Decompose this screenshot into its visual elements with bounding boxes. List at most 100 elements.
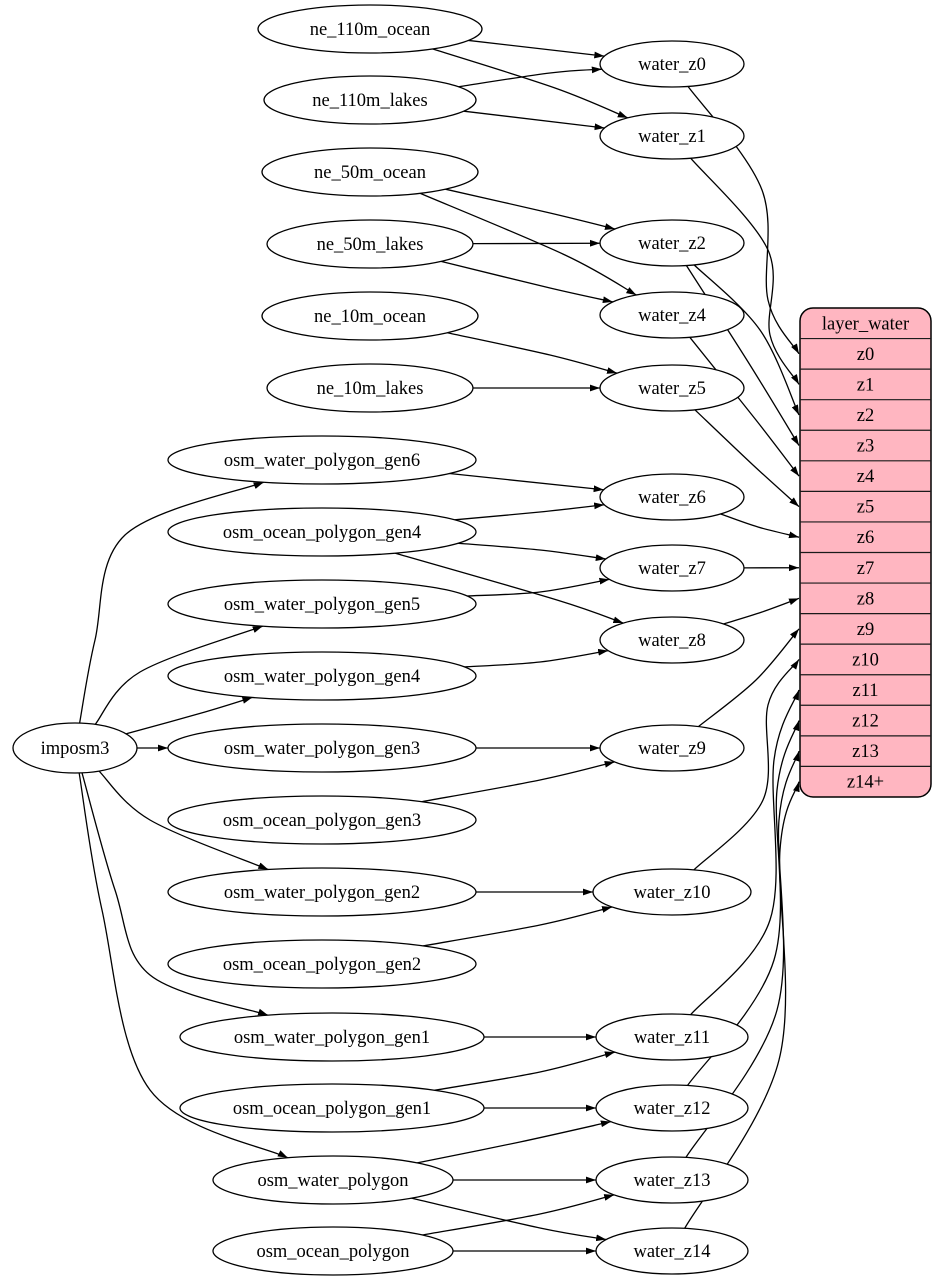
node-ellipse-osm_ocean_polygon_gen1 bbox=[179, 1083, 485, 1133]
node-label-water_z9: water_z9 bbox=[638, 739, 706, 759]
edge-osm_ocean_polygon_gen4-to-water_z6 bbox=[454, 502, 605, 521]
edge-osm_ocean_polygon_gen2-to-water_z10 bbox=[423, 906, 613, 947]
node-label-water_z7: water_z7 bbox=[638, 559, 706, 579]
node-ellipse-osm_water_polygon_gen6 bbox=[167, 435, 477, 485]
edge-osm_ocean_polygon_gen4-to-water_z8 bbox=[394, 552, 624, 624]
node-label-ne_50m_lakes: ne_50m_lakes bbox=[317, 235, 424, 255]
node-ellipse-osm_ocean_polygon_gen2 bbox=[167, 939, 477, 989]
node-osm_water_polygon: osm_water_polygon bbox=[212, 1155, 454, 1205]
edge-imposm3-to-osm_water_polygon_gen5 bbox=[94, 625, 263, 725]
table-row-z14+: z14+ bbox=[847, 773, 884, 793]
node-water_z4: water_z4 bbox=[599, 291, 745, 339]
edge-osm_ocean_polygon_gen3-to-water_z9 bbox=[421, 760, 615, 803]
node-label-osm_water_polygon_gen5: osm_water_polygon_gen5 bbox=[224, 595, 420, 615]
node-label-ne_110m_ocean: ne_110m_ocean bbox=[310, 20, 431, 40]
node-water_z12: water_z12 bbox=[595, 1084, 749, 1132]
node-ellipse-ne_50m_ocean bbox=[261, 147, 479, 197]
node-label-water_z5: water_z5 bbox=[638, 379, 706, 399]
node-label-osm_water_polygon_gen6: osm_water_polygon_gen6 bbox=[224, 451, 420, 471]
node-ellipse-osm_water_polygon_gen3 bbox=[167, 723, 477, 773]
node-ellipse-water_z1 bbox=[599, 112, 745, 160]
table-row-z7: z7 bbox=[857, 559, 874, 579]
edge-osm_water_polygon-to-water_z14 bbox=[411, 1197, 607, 1242]
table-row-z10: z10 bbox=[852, 650, 879, 670]
edge-imposm3-to-osm_water_polygon bbox=[78, 772, 289, 1159]
node-ellipse-water_z8 bbox=[599, 616, 745, 664]
table-header-layer-water: layer_water bbox=[822, 314, 909, 334]
table-row-z13: z13 bbox=[852, 742, 879, 762]
node-water_z1: water_z1 bbox=[599, 112, 745, 160]
node-label-water_z4: water_z4 bbox=[638, 306, 706, 326]
node-label-osm_ocean_polygon_gen1: osm_ocean_polygon_gen1 bbox=[233, 1099, 431, 1119]
table-row-z9: z9 bbox=[857, 620, 874, 640]
table-row-z4: z4 bbox=[857, 467, 874, 487]
table-row-z5: z5 bbox=[857, 498, 874, 518]
node-label-water_z13: water_z13 bbox=[633, 1171, 710, 1191]
edges-layer bbox=[78, 39, 800, 1255]
node-osm_ocean_polygon_gen2: osm_ocean_polygon_gen2 bbox=[167, 939, 477, 989]
node-osm_water_polygon_gen2: osm_water_polygon_gen2 bbox=[167, 867, 477, 917]
node-ellipse-osm_ocean_polygon bbox=[212, 1226, 454, 1276]
node-label-ne_10m_lakes: ne_10m_lakes bbox=[317, 379, 424, 399]
node-ellipse-ne_110m_ocean bbox=[257, 4, 483, 54]
edge-ne_50m_ocean-to-water_z4 bbox=[419, 192, 637, 296]
node-label-osm_water_polygon_gen3: osm_water_polygon_gen3 bbox=[224, 739, 420, 759]
node-ellipse-osm_water_polygon_gen1 bbox=[179, 1012, 485, 1062]
node-ne_10m_ocean: ne_10m_ocean bbox=[261, 291, 479, 341]
edge-osm_ocean_polygon_gen1-to-water_z11 bbox=[434, 1051, 616, 1091]
node-osm_ocean_polygon: osm_ocean_polygon bbox=[212, 1226, 454, 1276]
node-water_z7: water_z7 bbox=[599, 544, 745, 592]
node-ellipse-water_z14 bbox=[595, 1227, 749, 1275]
node-ellipse-ne_10m_ocean bbox=[261, 291, 479, 341]
node-ellipse-water_z4 bbox=[599, 291, 745, 339]
node-ellipse-water_z10 bbox=[592, 868, 752, 916]
node-ne_110m_lakes: ne_110m_lakes bbox=[263, 75, 477, 125]
node-ellipse-water_z13 bbox=[595, 1156, 749, 1204]
node-ellipse-water_z5 bbox=[599, 364, 745, 412]
edge-water_z2-to-row-z2 bbox=[693, 264, 800, 416]
node-ellipse-osm_ocean_polygon_gen3 bbox=[167, 795, 477, 845]
node-label-water_z12: water_z12 bbox=[633, 1099, 710, 1119]
node-ellipse-water_z12 bbox=[595, 1084, 749, 1132]
node-water_z11: water_z11 bbox=[595, 1013, 749, 1061]
edge-ne_110m_ocean-to-water_z1 bbox=[432, 48, 629, 119]
table-row-z2: z2 bbox=[857, 406, 874, 426]
node-ne_110m_ocean: ne_110m_ocean bbox=[257, 4, 483, 54]
node-water_z13: water_z13 bbox=[595, 1156, 749, 1204]
node-label-imposm3: imposm3 bbox=[41, 739, 110, 759]
edge-water_z6-to-row-z6 bbox=[720, 513, 800, 539]
node-label-osm_ocean_polygon_gen4: osm_ocean_polygon_gen4 bbox=[223, 523, 421, 543]
node-osm_ocean_polygon_gen4: osm_ocean_polygon_gen4 bbox=[167, 507, 477, 557]
node-label-osm_water_polygon_gen1: osm_water_polygon_gen1 bbox=[234, 1028, 430, 1048]
node-water_z10: water_z10 bbox=[592, 868, 752, 916]
node-label-osm_ocean_polygon_gen2: osm_ocean_polygon_gen2 bbox=[223, 955, 421, 975]
node-label-water_z8: water_z8 bbox=[638, 631, 706, 651]
edge-osm_ocean_polygon-to-water_z13 bbox=[422, 1194, 615, 1236]
edge-water_z1-to-row-z1 bbox=[690, 157, 800, 385]
node-osm_water_polygon_gen4: osm_water_polygon_gen4 bbox=[167, 651, 477, 701]
node-ellipse-ne_50m_lakes bbox=[266, 219, 474, 269]
node-label-water_z2: water_z2 bbox=[638, 234, 706, 254]
table-row-z3: z3 bbox=[857, 437, 874, 457]
edge-osm_ocean_polygon_gen4-to-water_z7 bbox=[458, 542, 606, 561]
node-ellipse-osm_water_polygon bbox=[212, 1155, 454, 1205]
edge-water_z11-to-row-z11 bbox=[690, 689, 800, 1016]
edge-ne_50m_lakes-to-water_z4 bbox=[440, 260, 613, 304]
node-ne_10m_lakes: ne_10m_lakes bbox=[266, 363, 474, 413]
edge-water_z10-to-row-z10 bbox=[693, 659, 800, 871]
node-label-osm_water_polygon_gen4: osm_water_polygon_gen4 bbox=[224, 667, 420, 687]
node-water_z5: water_z5 bbox=[599, 364, 745, 412]
node-ne_50m_lakes: ne_50m_lakes bbox=[266, 219, 474, 269]
edge-water_z9-to-row-z9 bbox=[698, 628, 800, 728]
node-ellipse-imposm3 bbox=[12, 722, 138, 774]
edge-osm_water_polygon-to-water_z12 bbox=[417, 1120, 612, 1164]
layer-water-table: layer_water z0 z1 z2 z3 z4 z5 z6 z7 z8 z9 z10 z11 z12… bbox=[799, 307, 932, 798]
node-osm_water_polygon_gen5: osm_water_polygon_gen5 bbox=[167, 579, 477, 629]
node-label-water_z10: water_z10 bbox=[633, 883, 710, 903]
node-ellipse-water_z0 bbox=[599, 40, 745, 88]
edge-ne_110m_lakes-to-water_z1 bbox=[463, 110, 605, 131]
node-label-osm_water_polygon_gen2: osm_water_polygon_gen2 bbox=[224, 883, 420, 903]
node-ellipse-ne_10m_lakes bbox=[266, 363, 474, 413]
